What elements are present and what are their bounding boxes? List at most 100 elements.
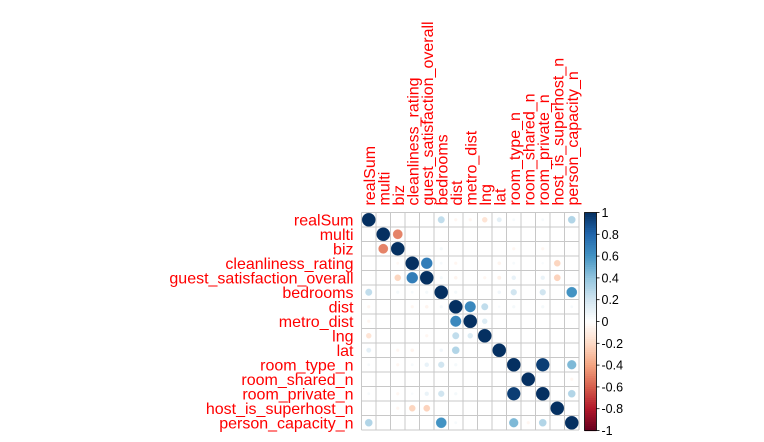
colorbar-segment [584,330,597,333]
correlation-circle [396,406,400,410]
colorbar-segment [584,360,597,364]
correlation-circle [435,417,447,429]
correlation-circle [564,415,579,430]
colorbar-segment [584,264,597,268]
colorbar-segment [584,212,597,216]
correlation-circle [396,392,400,396]
column-label: bedrooms [434,134,451,205]
colorbar-segment [584,413,597,416]
correlation-circle [396,261,400,265]
colorbar-segment [584,423,597,427]
correlation-circle [367,305,371,309]
correlation-circle [511,275,516,280]
correlation-circle [396,290,400,294]
colorbar-segment [584,234,597,238]
correlation-circle [396,363,400,367]
row-labels: realSummultibizcleanliness_ratingguest_s… [169,212,354,432]
colorbar-tick-label: -0.2 [602,337,624,351]
correlation-circle [378,243,389,254]
correlation-circle [365,288,373,296]
colorbar-segment [584,243,597,246]
colorbar-tick-label: -0.8 [602,402,624,416]
colorbar-segment [584,290,597,294]
correlation-circle [492,343,507,358]
colorbar-segment [584,214,597,218]
column-label: room_shared_n [521,93,538,205]
colorbar-segment [584,415,597,419]
correlation-circle [361,212,376,227]
correlation-circle [463,314,478,329]
correlation-circle [410,305,414,309]
correlation-circle [439,247,443,251]
grid [361,212,580,431]
correlation-circle [394,274,402,282]
correlation-circle [541,247,545,251]
correlation-circle [512,305,516,309]
correlation-circle [438,361,445,368]
colorbar-segment [584,334,597,338]
colorbar-tick-label: 0.4 [602,271,619,285]
colorbar-segment [584,362,597,366]
colorbar-segment [584,428,597,432]
correlation-circle [454,290,458,294]
correlation-circle [408,404,416,412]
colorbar-segment [584,365,597,368]
colorbar-tick-label: 0 [602,315,609,329]
colorbar-segment [584,417,597,421]
correlation-circle [541,305,545,309]
colorbar-segment [584,321,597,325]
correlation-circle [454,363,458,367]
column-label: room_type_n [507,112,524,205]
row-label: metro_dist [279,314,354,331]
colorbar-segment [584,410,597,414]
correlation-circle [497,290,502,295]
colorbar-segment [584,314,597,318]
colorbar-segment [584,338,597,342]
column-label: host_is_superhost_n [550,58,567,206]
colorbar-segment [584,408,597,412]
colorbar-segment [584,356,597,360]
correlation-circle [405,256,420,271]
colorbar-segment [584,419,597,423]
correlation-circle [536,358,550,372]
correlation-circle [454,218,458,222]
correlation-circle [512,247,516,251]
correlation-circle [421,257,433,269]
colorbar-segment [584,343,597,347]
colorbar-segment [584,225,597,229]
colorbar-segment [584,421,597,425]
row-label: lat [337,343,354,360]
correlation-circle [541,218,545,222]
correlation-circle [410,392,414,396]
colorbar-segment [584,236,597,240]
colorbar-segment [584,382,597,386]
correlation-circle [567,360,577,370]
colorbar-segment [584,232,597,235]
colorbar-segment [584,323,597,327]
row-label: room_private_n [242,386,353,403]
correlation-circle [539,289,546,296]
correlation-circle [497,275,502,280]
correlation-circles [361,212,579,430]
colorbar-segment [584,325,597,329]
colorbar-segment [584,293,597,296]
colorbar-segment [584,280,597,283]
colorbar: 1 0.8 0.6 0.4 0.2 0 -0.2 -0.4 -0.6 -0.8 -1 [584,206,624,438]
colorbar-segment [584,380,597,384]
correlation-circle [506,357,521,372]
colorbar-segment [584,288,597,292]
colorbar-segment [584,317,597,320]
correlation-circle [439,261,443,265]
colorbar-segment [584,247,597,251]
correlation-circle [512,261,516,265]
colorbar-segment [584,358,597,362]
colorbar-segment [584,295,597,299]
correlation-circle [482,318,488,324]
correlation-circle [439,276,443,280]
correlation-circle [410,363,414,367]
column-label: realSum [362,146,379,206]
row-label: host_is_superhost_n [206,401,354,418]
colorbar-segment [584,238,597,242]
